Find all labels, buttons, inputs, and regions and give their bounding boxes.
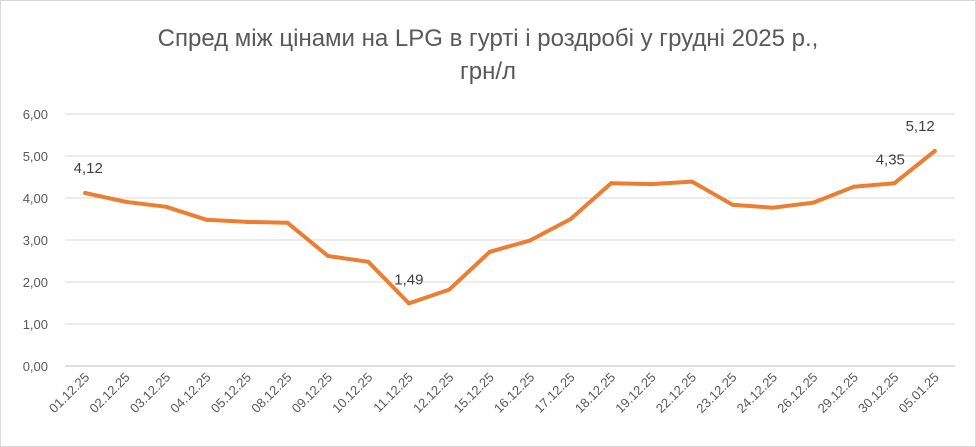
data-point (406, 301, 411, 306)
data-point (528, 238, 533, 243)
data-point (851, 184, 856, 189)
x-tick-label: 29.12.25 (815, 370, 861, 416)
series-line (83, 149, 937, 306)
x-tick-label: 24.12.25 (734, 370, 780, 416)
x-tick-label: 23.12.25 (693, 370, 739, 416)
x-tick-label: 11.12.25 (370, 370, 416, 416)
data-label: 4,12 (74, 160, 103, 177)
data-point (690, 179, 695, 184)
x-axis-tick-labels: 01.12.2502.12.2503.12.2504.12.2505.12.25… (46, 370, 942, 416)
data-label: 1,49 (394, 271, 423, 288)
y-tick-label: 4,00 (23, 191, 48, 206)
y-axis-tick-labels: 0,00 1,00 2,00 3,00 4,00 5,00 6,00 (23, 107, 48, 374)
data-label: 5,12 (906, 118, 935, 135)
y-tick-label: 2,00 (23, 275, 48, 290)
y-tick-label: 5,00 (23, 149, 48, 164)
data-point (123, 199, 128, 204)
y-tick-label: 1,00 (23, 317, 48, 332)
x-tick-label: 05.01.25 (896, 370, 942, 416)
data-point (83, 190, 88, 195)
data-point (770, 205, 775, 210)
x-tick-label: 02.12.25 (86, 370, 132, 416)
x-tick-label: 26.12.25 (774, 370, 820, 416)
data-point (447, 287, 452, 292)
x-tick-label: 19.12.25 (612, 370, 658, 416)
x-tick-label: 01.12.25 (46, 370, 92, 416)
x-tick-label: 05.12.25 (208, 370, 254, 416)
x-tick-label: 22.12.25 (653, 370, 699, 416)
x-tick-label: 09.12.25 (289, 370, 335, 416)
chart-title: Спред між цінами на LPG в гурті і роздро… (0, 22, 976, 88)
x-tick-label: 16.12.25 (491, 370, 537, 416)
x-tick-label: 04.12.25 (167, 370, 213, 416)
data-point (932, 148, 937, 153)
data-point (487, 249, 492, 254)
data-labels: 4,12 1,49 4,355,12 (74, 118, 935, 288)
data-point (164, 204, 169, 209)
x-tick-label: 15.12.25 (451, 370, 497, 416)
data-point (730, 202, 735, 207)
x-tick-label: 12.12.25 (410, 370, 456, 416)
data-point (285, 220, 290, 225)
data-point (568, 217, 573, 221)
x-tick-label: 18.12.25 (572, 370, 618, 416)
x-tick-label: 10.12.25 (329, 370, 375, 416)
data-point (204, 217, 209, 222)
series-layer (83, 148, 937, 306)
x-tick-label: 17.12.25 (531, 370, 577, 416)
chart-title-line-1: Спред між цінами на LPG в гурті і роздро… (157, 25, 819, 52)
data-point (245, 219, 250, 224)
x-tick-label: 03.12.25 (127, 370, 173, 416)
grid-lines (65, 113, 955, 367)
x-tick-label: 30.12.25 (855, 370, 901, 416)
x-tick-label: 08.12.25 (248, 370, 294, 416)
data-label: 4,35 (876, 151, 905, 168)
data-point (366, 259, 371, 264)
y-tick-label: 0,00 (23, 359, 48, 374)
data-point (892, 181, 897, 186)
data-point (649, 182, 654, 187)
data-point (609, 181, 614, 186)
chart-title-line-2: грн/л (459, 58, 517, 85)
data-point (325, 253, 330, 258)
y-tick-label: 6,00 (23, 107, 48, 122)
y-tick-label: 3,00 (23, 233, 48, 248)
data-point (811, 200, 816, 205)
